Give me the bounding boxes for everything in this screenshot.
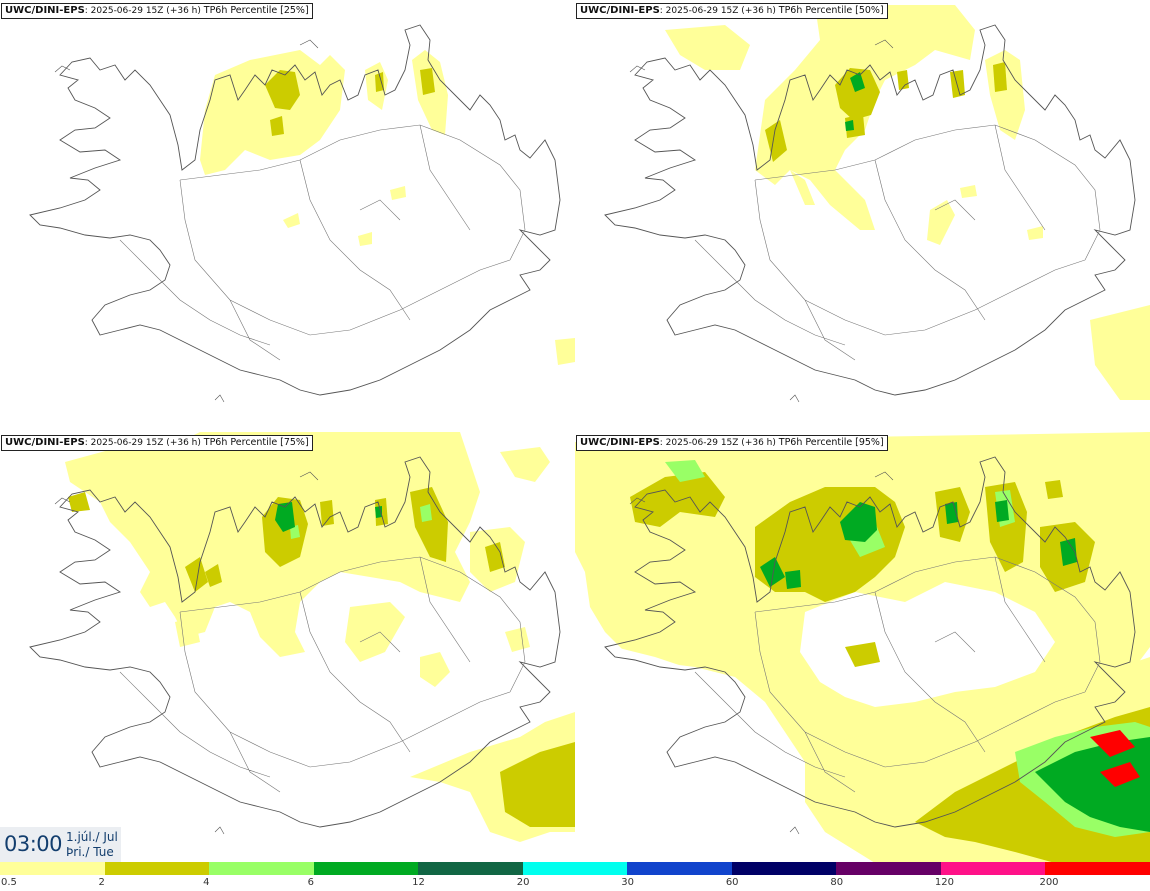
percentile-label: [50%] xyxy=(855,5,884,16)
legend-swatch xyxy=(940,862,1046,875)
precip-area-mid xyxy=(68,487,575,827)
legend-tick-label: 4 xyxy=(203,877,210,888)
legend-swatch xyxy=(522,862,628,875)
legend-swatch xyxy=(209,862,315,875)
product-name: TP6h Percentile xyxy=(203,437,278,448)
product-name: TP6h Percentile xyxy=(778,437,853,448)
run-time: : 2025-06-29 15Z (+36 h) xyxy=(84,438,201,448)
precip-map-95 xyxy=(575,432,1150,863)
legend-tick-label: 200 xyxy=(1039,877,1059,888)
percentile-label: [95%] xyxy=(855,437,884,448)
legend-tick-label: 80 xyxy=(830,877,844,888)
valid-hour: 03:00 xyxy=(4,832,63,856)
model-name: UWC/DINI-EPS xyxy=(580,437,660,448)
product-name: TP6h Percentile xyxy=(203,5,278,16)
color-legend: 0.5 2 4 6 12 20 30 60 80 120 200 xyxy=(0,862,1150,891)
precip-map-25 xyxy=(29,24,575,403)
run-time: : 2025-06-29 15Z (+36 h) xyxy=(659,438,776,448)
precip-area-green xyxy=(845,72,865,131)
legend-tick-label: 0.5 xyxy=(1,877,17,888)
map-panel-25: UWC/DINI-EPS: 2025-06-29 15Z (+36 h) TP6… xyxy=(0,0,575,431)
legend-swatch xyxy=(0,862,106,875)
precip-area-mid xyxy=(765,62,1007,162)
legend-swatch xyxy=(836,862,942,875)
percentile-label: [25%] xyxy=(280,5,309,16)
legend-tick-label: 30 xyxy=(621,877,634,888)
precip-rain-free xyxy=(615,582,1055,707)
legend-tick-label: 20 xyxy=(516,877,530,888)
legend-swatch xyxy=(313,862,419,875)
legend-tick-label: 6 xyxy=(307,877,314,888)
map-panel-75: UWC/DINI-EPS: 2025-06-29 15Z (+36 h) TP6… xyxy=(0,432,575,863)
precip-area-green xyxy=(760,500,1150,832)
model-name: UWC/DINI-EPS xyxy=(580,5,660,16)
model-name: UWC/DINI-EPS xyxy=(5,437,85,448)
panel-title: UWC/DINI-EPS: 2025-06-29 15Z (+36 h) TP6… xyxy=(1,3,313,19)
legend-tick-label: 120 xyxy=(934,877,954,888)
legend-swatch xyxy=(104,862,210,875)
precip-map-75 xyxy=(29,432,575,842)
map-panel-95: UWC/DINI-EPS: 2025-06-29 15Z (+36 h) TP6… xyxy=(575,432,1150,863)
precip-map-50 xyxy=(604,5,1150,403)
legend-tick-label: 2 xyxy=(98,877,105,888)
legend-tick-label: 12 xyxy=(412,877,425,888)
panel-title: UWC/DINI-EPS: 2025-06-29 15Z (+36 h) TP6… xyxy=(576,3,888,19)
legend-swatch xyxy=(627,862,733,875)
precip-area-mid xyxy=(265,68,435,136)
valid-date-block: 1.júl./ Jul Þri./ Tue xyxy=(66,830,118,860)
valid-weekday: Þri./ Tue xyxy=(66,845,114,859)
precip-area-light xyxy=(665,5,1150,400)
valid-date: 1.júl./ Jul xyxy=(66,830,118,844)
legend-swatch xyxy=(418,862,524,875)
percentile-label: [75%] xyxy=(280,437,309,448)
valid-time-box: 03:00 1.júl./ Jul Þri./ Tue xyxy=(0,827,121,862)
precip-area-red xyxy=(1090,730,1140,787)
panel-title: UWC/DINI-EPS: 2025-06-29 15Z (+36 h) TP6… xyxy=(576,435,888,451)
legend-swatch xyxy=(731,862,837,875)
model-name: UWC/DINI-EPS xyxy=(5,5,85,16)
legend-swatch xyxy=(1045,862,1150,875)
precip-area-light xyxy=(200,50,575,365)
run-time: : 2025-06-29 15Z (+36 h) xyxy=(659,6,776,16)
map-panel-50: UWC/DINI-EPS: 2025-06-29 15Z (+36 h) TP6… xyxy=(575,0,1150,431)
legend-tick-label: 60 xyxy=(725,877,739,888)
product-name: TP6h Percentile xyxy=(778,5,853,16)
panel-title: UWC/DINI-EPS: 2025-06-29 15Z (+36 h) TP6… xyxy=(1,435,313,451)
precip-area-lgreen xyxy=(290,504,432,539)
run-time: : 2025-06-29 15Z (+36 h) xyxy=(84,6,201,16)
precip-area-light xyxy=(65,432,575,842)
